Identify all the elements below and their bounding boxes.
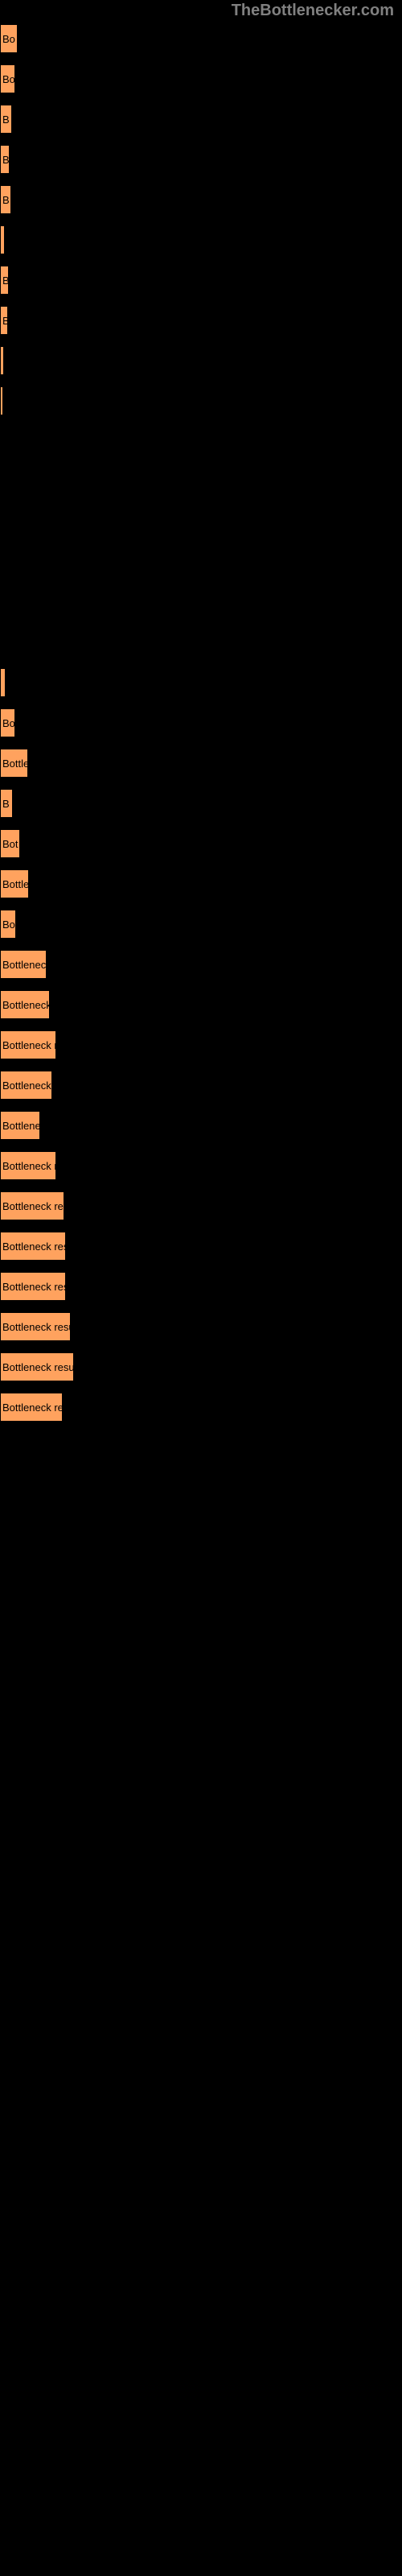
bar-row	[0, 386, 402, 420]
bar: Bottleneck res	[0, 1151, 56, 1180]
bar-row: Bottlened	[0, 1111, 402, 1145]
bar-row: Bo	[0, 910, 402, 943]
bar	[0, 346, 4, 375]
bar: B	[0, 145, 10, 174]
bar: Bottleneck	[0, 950, 47, 979]
bar: Bottleneck res	[0, 1393, 63, 1422]
bar: B	[0, 105, 12, 134]
bar-row: Bo	[0, 64, 402, 98]
bar-row: Bottle	[0, 749, 402, 782]
bar: Bottleneck res	[0, 1030, 56, 1059]
bar: Bo	[0, 910, 16, 939]
bar-row: Bottleneck res	[0, 1393, 402, 1426]
bar: Bottle	[0, 869, 29, 898]
bar: Bottleneck re	[0, 1071, 52, 1100]
bar-row: B	[0, 145, 402, 179]
bar-row: Bottleneck resu	[0, 1232, 402, 1265]
bar	[0, 225, 5, 254]
bar-row: Bottleneck r	[0, 990, 402, 1024]
bar: Bo	[0, 24, 18, 53]
bar-row: B	[0, 266, 402, 299]
bar-row	[0, 225, 402, 259]
bar: Bottleneck r	[0, 990, 50, 1019]
chart-spacer	[0, 427, 402, 668]
watermark-text: TheBottlenecker.com	[232, 2, 394, 20]
bar-row: Bottleneck	[0, 950, 402, 984]
bar: Bottleneck results	[0, 1352, 74, 1381]
bar-row: Bo	[0, 24, 402, 58]
bar-row: Bottleneck res	[0, 1030, 402, 1064]
bar: Bottleneck resu	[0, 1232, 66, 1261]
bar: B	[0, 306, 8, 335]
bar-row: Bot	[0, 829, 402, 863]
bar: Bot	[0, 829, 20, 858]
bar: Bottleneck result	[0, 1312, 71, 1341]
bar-row: Bo	[0, 708, 402, 742]
bar-row: Bottleneck resul	[0, 1272, 402, 1306]
bar-row: B	[0, 306, 402, 340]
bar	[0, 668, 6, 697]
bar	[0, 386, 3, 415]
bar: Bo	[0, 64, 15, 93]
bar: Bottlened	[0, 1111, 40, 1140]
bar-row: Bottleneck resul	[0, 1191, 402, 1225]
bar-chart: BoBoBBBBB BoBottleBBotBottleBoBottleneck…	[0, 0, 402, 1426]
bar-row: Bottle	[0, 869, 402, 903]
bar-row: Bottleneck results	[0, 1352, 402, 1386]
bar: B	[0, 266, 9, 295]
bar: Bo	[0, 708, 15, 737]
bar-row: Bottleneck re	[0, 1071, 402, 1104]
bar: B	[0, 185, 11, 214]
bar-row	[0, 668, 402, 702]
bar-row: B	[0, 789, 402, 823]
bar: Bottle	[0, 749, 28, 778]
bar: B	[0, 789, 13, 818]
bar-row: B	[0, 185, 402, 219]
bar-row	[0, 346, 402, 380]
bar: Bottleneck resul	[0, 1272, 66, 1301]
bar-row: Bottleneck result	[0, 1312, 402, 1346]
bar: Bottleneck resul	[0, 1191, 64, 1220]
bar-row: Bottleneck res	[0, 1151, 402, 1185]
bar-row: B	[0, 105, 402, 138]
